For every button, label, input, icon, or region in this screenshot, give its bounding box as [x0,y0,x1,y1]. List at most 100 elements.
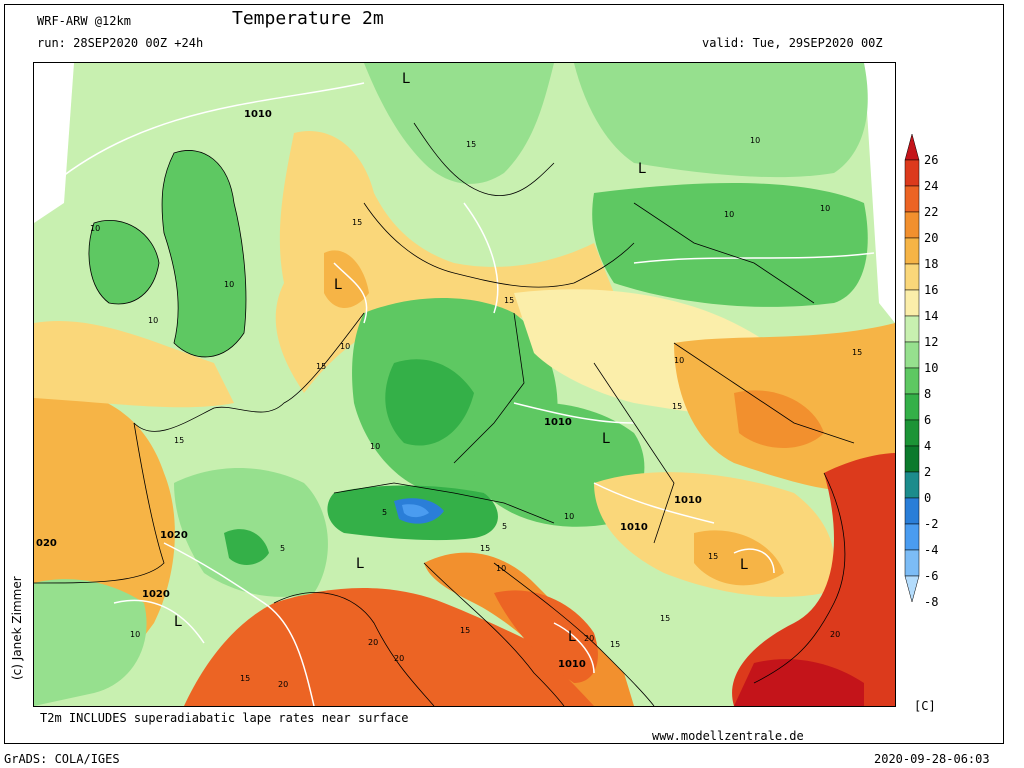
colorbar [904,133,920,603]
colorbar-swatch [904,315,920,343]
temp-zone-iberia [34,579,147,706]
isotherm-label: 15 [672,402,682,411]
isotherm-label: 15 [316,362,326,371]
footer-note: T2m INCLUDES superadiabatic lape rates n… [40,711,409,725]
border [633,202,815,304]
colorbar-swatch [904,497,920,525]
temp-zone-tyrrhenian [184,588,614,706]
isotherm-label: 15 [504,296,514,305]
isotherm-label: 20 [278,680,288,689]
isotherm-label: 15 [352,218,362,227]
border [453,312,525,464]
isotherm-label: 15 [460,626,470,635]
colorbar-swatch [904,159,920,187]
temp-zone-turkey [734,659,864,706]
isobar-label: 1010 [544,417,572,428]
isobar-line [333,262,368,324]
coastline [133,312,365,432]
model-label: WRF-ARW @12km [37,14,131,28]
temp-zone-alps-coldest [402,504,429,518]
colorbar-tick-label: 20 [924,231,939,245]
coastline [753,472,846,684]
colorbar-tick-label: -6 [924,569,939,583]
colorbar-tick-label: 18 [924,257,939,271]
isobar-line [463,202,499,314]
colorbar-swatch [904,237,920,265]
temp-zone-adriatic-warm [494,590,598,683]
low-pressure-marker: L [356,556,364,572]
isotherm-label: 10 [148,316,158,325]
colorbar-swatch [904,393,920,421]
isotherm-label: 10 [496,564,506,573]
isobar-lines [53,82,875,706]
isotherm-label: 5 [502,522,507,531]
isotherm-label: 20 [394,654,404,663]
colorbar-bottom-arrow [904,575,920,603]
colorbar-tick-label: 16 [924,283,939,297]
isotherm-label: 15 [174,436,184,445]
temp-zone-britain [162,150,246,357]
colorbar-tick-label: -4 [924,543,939,557]
colorbar-swatch [904,185,920,213]
isobar-label: 020 [36,538,57,549]
colorbar-swatch [904,289,920,317]
isotherm-label: 5 [280,544,285,553]
temp-zone-massif-central [224,529,269,565]
isotherm-label: 15 [240,674,250,683]
run-label: run: 28SEP2020 00Z +24h [37,36,204,50]
colorbar-swatch [904,263,920,291]
map-canvas: 1010 1010 1010 1010 1020 1020 1010 020 L… [34,63,895,706]
isotherm-label: 10 [224,280,234,289]
isobar-label: 1010 [674,495,702,506]
isotherm-label: 20 [584,634,594,643]
isotherm-label: 10 [674,356,684,365]
coastlines [34,122,855,706]
low-pressure-marker: L [568,629,576,645]
temp-zone-baltic [592,183,868,307]
isobar-label: 1010 [620,522,648,533]
low-pressure-marker: L [602,431,610,447]
coastline [273,592,435,706]
isobar-line [53,82,365,184]
valid-label: valid: Tue, 29SEP2020 00Z [702,36,883,50]
low-pressure-marker: L [334,277,342,293]
isotherm-label: 10 [340,342,350,351]
colorbar-swatch [904,549,920,577]
isotherm-label: 5 [382,508,387,517]
timestamp: 2020-09-28-06:03 [874,752,990,766]
colorbar-tick-label: -8 [924,595,939,609]
colorbar-tick-label: 4 [924,439,932,453]
coastline [413,122,555,197]
colorbar-swatch [904,419,920,447]
temp-zone-germany-cool [385,359,474,446]
colorbar-tick-label: 14 [924,309,939,323]
border [593,362,675,544]
low-pressure-marker: L [638,161,646,177]
colorbar-swatch [904,523,920,551]
isotherm-label: 15 [852,348,862,357]
temp-zone-ireland [89,220,159,304]
temp-zone-sweden [574,63,868,178]
isobar-line [593,482,715,524]
temp-zone-black-sea [732,453,895,706]
isotherm-label: 15 [708,552,718,561]
low-pressure-marker: L [402,71,410,87]
temp-zone-romania [694,530,784,586]
colorbar-tick-label: 0 [924,491,932,505]
isobar-label: 1020 [142,589,170,600]
coastline [493,562,655,706]
copyright-credit: (c) Janek Zimmer [10,576,24,680]
isotherm-label: 20 [830,630,840,639]
colorbar-unit: [C] [914,699,936,713]
colorbar-tick-label: 24 [924,179,939,193]
figure-frame [4,4,1004,744]
isotherm-label: 10 [130,630,140,639]
border [333,482,555,524]
isotherm-label: 10 [750,136,760,145]
colorbar-tick-label: 6 [924,413,932,427]
isotherm-label: 15 [480,544,490,553]
isotherm-label: 10 [90,224,100,233]
coastline [88,220,160,305]
colorbar-swatch [904,367,920,395]
low-pressure-marker: L [740,557,748,573]
